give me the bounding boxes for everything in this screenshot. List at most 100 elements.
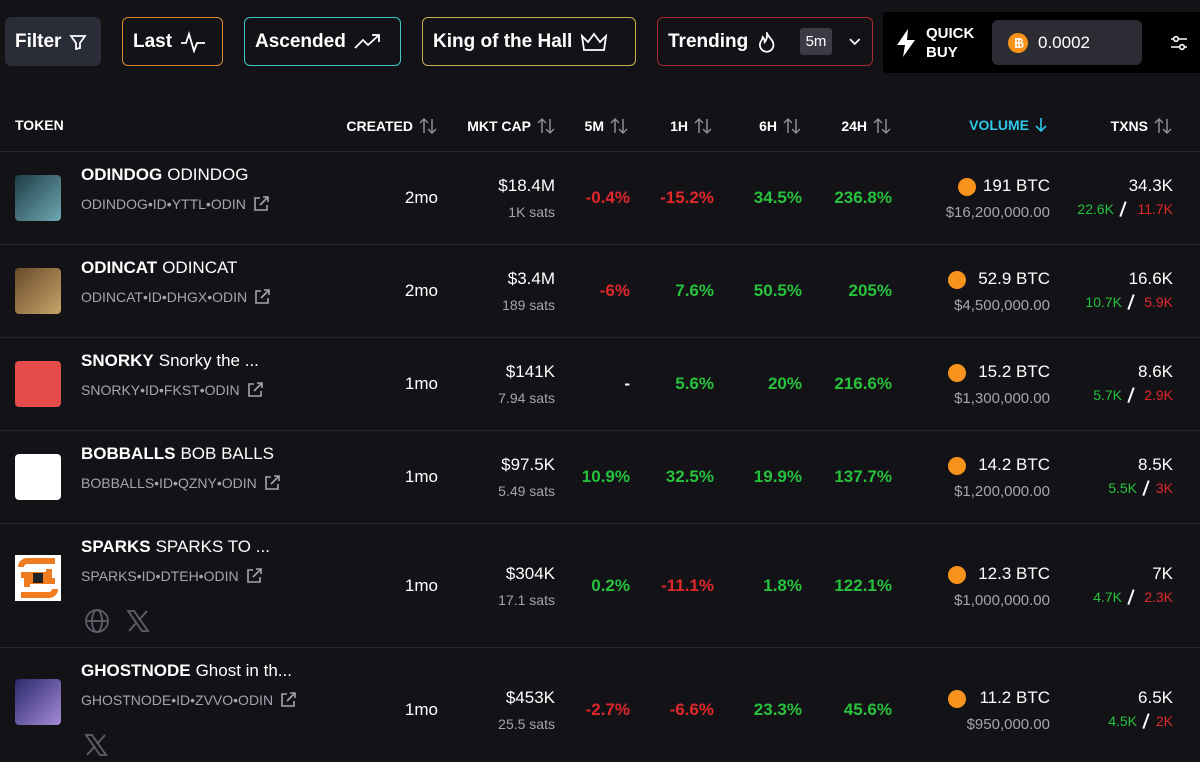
token-id: SPARKS•ID•DTEH•ODIN [81,567,263,585]
external-link-icon[interactable] [252,195,270,213]
token-id: ODINDOG•ID•YTTL•ODIN [81,195,270,213]
column-header[interactable]: 1H [670,117,713,135]
token-ticker[interactable]: BOBBALLS [81,444,176,463]
settings-icon[interactable] [1169,33,1189,53]
column-header[interactable]: 24H [841,117,892,135]
token-full-name: ODINDOG [167,165,249,184]
column-header[interactable]: MKT CAP [467,117,556,135]
website-icon[interactable] [84,608,110,634]
header-label: TXNS [1110,118,1148,134]
token-id-text: ODINDOG•ID•YTTL•ODIN [81,196,246,212]
external-link-icon[interactable] [279,691,297,709]
txns-sells: 2K [1155,713,1173,729]
last-button[interactable]: Last [122,17,223,66]
btc-icon [948,364,967,382]
token-ticker[interactable]: ODINCAT [81,258,158,277]
market-cap: $141K [505,362,555,381]
sort-icon [1035,118,1047,133]
created: 1mo [404,467,438,486]
filter-button[interactable]: Filter [5,17,101,66]
token-ticker[interactable]: SPARKS [81,537,151,556]
interval-select[interactable]: 5m [799,28,833,55]
price-change: 1.8% [763,576,802,595]
market-cap: $3.4M [507,269,555,288]
external-link-icon[interactable] [263,474,281,492]
price-change: 20% [767,374,802,393]
header-label: 1H [670,118,688,134]
external-link-icon[interactable] [253,288,271,306]
column-header[interactable]: 5M [585,117,629,135]
txns: 8.5K [1138,455,1173,474]
token-full-name: Snorky the ... [158,351,259,370]
volume-btc: 12.3 BTC [978,564,1050,583]
token-avatar [15,361,61,407]
column-header[interactable]: VOLUME [969,117,1048,133]
market-cap-sats: 7.94 sats [498,390,555,406]
header-label: MKT CAP [467,118,531,134]
volume-usd: $950,000.00 [966,716,1050,733]
created: 1mo [404,576,438,595]
quick-buy-line: BUY [926,44,958,61]
header-divider [0,151,1200,152]
btc-icon [948,457,967,475]
btc-icon [948,690,967,708]
txns-buys: 5.7K [1093,387,1122,403]
txns-slash [1127,589,1134,605]
price-change: 45.6% [843,700,892,719]
external-link-icon[interactable] [245,567,263,585]
x-icon[interactable] [126,610,150,632]
price-change: 19.9% [753,467,802,486]
txns-buys: 22.6K [1077,201,1114,217]
token-name: BOBBALLS BOB BALLS [81,444,274,464]
king-label: King of the Hall [433,30,573,52]
token-full-name: Ghost in th... [195,661,292,680]
txns-sells: 2.9K [1144,387,1173,403]
row-divider [0,430,1200,431]
token-full-name: BOB BALLS [180,444,275,463]
column-header[interactable]: TXNS [1111,117,1173,135]
filter-label: Filter [15,30,62,52]
txns: 6.5K [1138,688,1173,707]
txns: 7K [1152,564,1173,583]
token-id-text: SPARKS•ID•DTEH•ODIN [81,568,239,584]
price-change: -2.7% [585,700,630,719]
token-id: ODINCAT•ID•DHGX•ODIN [81,288,271,306]
ascended-button[interactable]: Ascended [244,17,401,66]
volume-usd: $1,200,000.00 [954,483,1050,500]
token-name: SPARKS SPARKS TO ... [81,537,270,557]
market-cap: $453K [505,688,555,707]
trending-label: Trending [668,30,749,52]
txns-sells: 2.3K [1144,589,1173,605]
king-button[interactable]: King of the Hall [422,17,636,66]
column-header[interactable]: CREATED [346,117,438,135]
volume-btc: 191 BTC [982,176,1050,195]
token-ticker[interactable]: SNORKY [81,351,154,370]
txns: 8.6K [1138,362,1173,381]
token-name: GHOSTNODE Ghost in th... [81,661,292,681]
token-full-name: ODINCAT [162,258,238,277]
token-ticker[interactable]: GHOSTNODE [81,661,191,680]
market-cap: $18.4M [498,176,555,195]
price-change: 10.9% [581,467,630,486]
column-header[interactable]: 6H [759,117,802,135]
btc-icon [948,271,967,289]
txns-slash [1127,294,1134,310]
header-label: TOKEN [15,117,64,133]
chevron-icon[interactable] [848,37,862,47]
token-ticker[interactable]: ODINDOG [81,165,163,184]
volume-usd: $16,200,000.00 [945,204,1050,221]
created: 2mo [404,281,438,300]
fire-icon [759,31,775,53]
x-icon[interactable] [84,734,108,756]
amount-input[interactable]: 0.0002 [992,20,1142,65]
price-change: 5.6% [675,374,714,393]
price-change: 122.1% [834,576,892,595]
token-avatar [15,454,61,500]
external-link-icon[interactable] [246,381,264,399]
btc-icon [1008,33,1028,53]
amount-value: 0.0002 [1038,33,1090,52]
price-change: 23.3% [753,700,802,719]
trending-button[interactable]: Trending 5m [657,17,873,66]
market-cap: $304K [505,564,555,583]
sort-icon [694,117,712,135]
